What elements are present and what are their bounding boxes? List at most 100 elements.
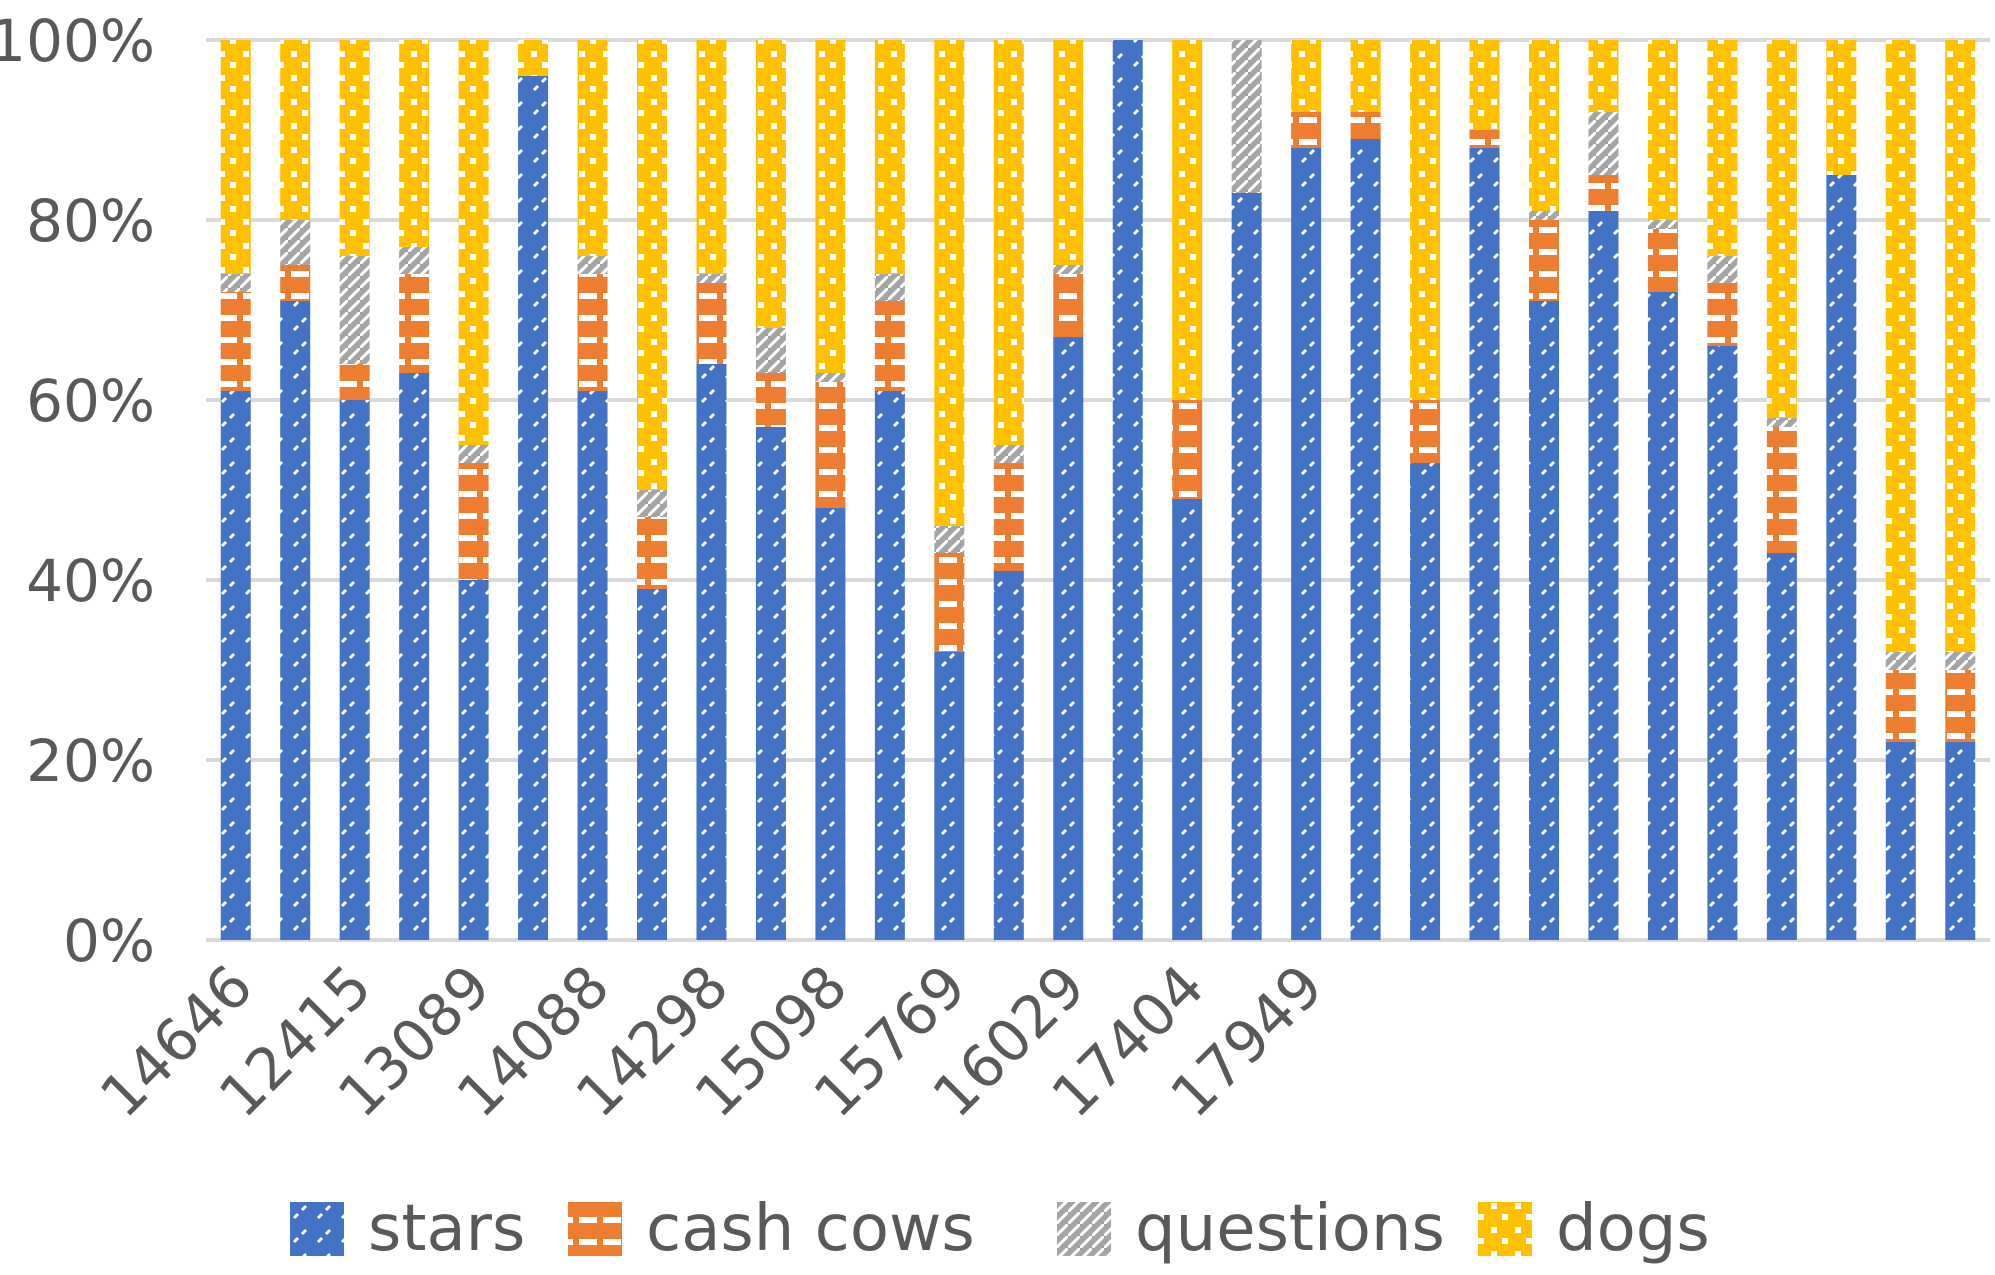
gridlines [206, 38, 1990, 942]
bar-segment-dogs [1350, 40, 1381, 112]
bar-segment-questions [1053, 265, 1084, 274]
y-tick-label: 40% [26, 547, 155, 615]
bar-segment-cash-cows [1647, 229, 1678, 292]
bar-segment-questions [1766, 418, 1797, 427]
legend-label: dogs [1556, 1192, 1710, 1266]
bar-stack [1707, 40, 1738, 940]
bar-segment-stars [1469, 148, 1500, 940]
bar-segment-questions [1529, 211, 1559, 220]
bar-segment-cash-cows [1529, 220, 1559, 301]
bar-segment-cash-cows [993, 463, 1024, 571]
bar-stack [1766, 40, 1797, 940]
bar-segment-questions [1707, 256, 1738, 283]
bar-segment-stars [1410, 463, 1441, 940]
bar-segment-stars [1826, 175, 1857, 940]
bar-segment-dogs [518, 40, 549, 76]
bar-segment-stars [1350, 139, 1381, 940]
bar-segment-questions [577, 256, 608, 274]
bar-segment-stars [1529, 301, 1559, 940]
bar-stack [1588, 40, 1619, 940]
legend-item-questions: questions [1057, 1192, 1445, 1266]
bar-segment-stars [637, 589, 667, 940]
bar-segment-cash-cows [1172, 400, 1203, 499]
bar-stack [1410, 40, 1441, 940]
bar-segment-stars [577, 391, 608, 940]
bar-stack [755, 40, 786, 940]
bar-segment-stars [934, 652, 965, 940]
bar-segment-cash-cows [1410, 400, 1441, 463]
bar-segment-stars [518, 76, 549, 940]
bar-segment-stars [1172, 499, 1203, 940]
bar-segment-questions [637, 490, 667, 517]
legend-item-dogs: dogs [1478, 1192, 1710, 1266]
bar-segment-stars [399, 373, 430, 940]
bar-segment-dogs [339, 40, 370, 256]
bar-segment-questions [399, 247, 430, 274]
legend-swatch [1057, 1202, 1111, 1256]
bar-segment-dogs [280, 40, 311, 220]
legend-swatch [568, 1202, 622, 1256]
bar-segment-cash-cows [934, 553, 965, 652]
x-axis: 1464612415130891408814298150981576916029… [87, 952, 1336, 1131]
bar-segment-dogs [755, 40, 786, 328]
bar-segment-questions [1647, 220, 1678, 229]
legend-item-stars: stars [290, 1192, 525, 1266]
bar-segment-stars [874, 391, 905, 940]
bar-stack [518, 40, 549, 940]
bar-segment-stars [220, 391, 251, 940]
bar-segment-cash-cows [1766, 427, 1797, 553]
bar-segment-questions [696, 274, 727, 283]
bar-stack [1529, 40, 1559, 940]
bar-stack [220, 40, 251, 940]
bar-segment-questions [755, 328, 786, 373]
bar-segment-cash-cows [1350, 112, 1381, 139]
bars [220, 40, 1976, 940]
bar-stack [280, 40, 311, 940]
bar-segment-stars [755, 427, 786, 940]
bar-stack [1172, 40, 1203, 940]
bar-segment-questions [993, 445, 1024, 463]
bar-segment-cash-cows [815, 382, 846, 508]
bar-segment-cash-cows [874, 301, 905, 391]
bar-stack [577, 40, 608, 940]
bar-stack [1826, 40, 1857, 940]
bar-segment-stars [1112, 40, 1143, 940]
bar-segment-dogs [1469, 40, 1500, 130]
bar-stack [1112, 40, 1143, 940]
bar-segment-stars [696, 364, 727, 940]
bar-stack [815, 40, 846, 940]
bar-segment-dogs [1945, 40, 1976, 652]
bar-segment-stars [458, 580, 489, 940]
bar-segment-dogs [577, 40, 608, 256]
bar-stack [339, 40, 370, 940]
bar-stack [1945, 40, 1976, 940]
bar-segment-dogs [1766, 40, 1797, 418]
legend-label: stars [368, 1192, 525, 1266]
bar-segment-stars [993, 571, 1024, 940]
bar-segment-stars [280, 301, 311, 940]
bar-stack [1231, 40, 1262, 940]
y-tick-label: 80% [26, 187, 155, 255]
bar-stack [458, 40, 489, 940]
bar-stack [399, 40, 430, 940]
bar-segment-dogs [993, 40, 1024, 445]
bar-segment-dogs [399, 40, 430, 247]
bar-segment-dogs [1647, 40, 1678, 220]
bar-segment-cash-cows [755, 373, 786, 427]
bar-segment-cash-cows [1707, 283, 1738, 346]
bar-segment-stars [1647, 292, 1678, 940]
bar-segment-dogs [1172, 40, 1203, 400]
bar-segment-dogs [1588, 40, 1619, 112]
bar-stack [1647, 40, 1678, 940]
bar-segment-dogs [1707, 40, 1738, 256]
y-tick-label: 20% [26, 727, 155, 795]
bar-stack [1291, 40, 1322, 940]
bar-segment-stars [1291, 148, 1322, 940]
bar-segment-dogs [1053, 40, 1084, 265]
bar-segment-stars [1766, 553, 1797, 940]
bar-stack [637, 40, 667, 940]
bar-segment-cash-cows [1945, 670, 1976, 742]
bar-segment-dogs [815, 40, 846, 373]
bar-segment-questions [458, 445, 489, 463]
